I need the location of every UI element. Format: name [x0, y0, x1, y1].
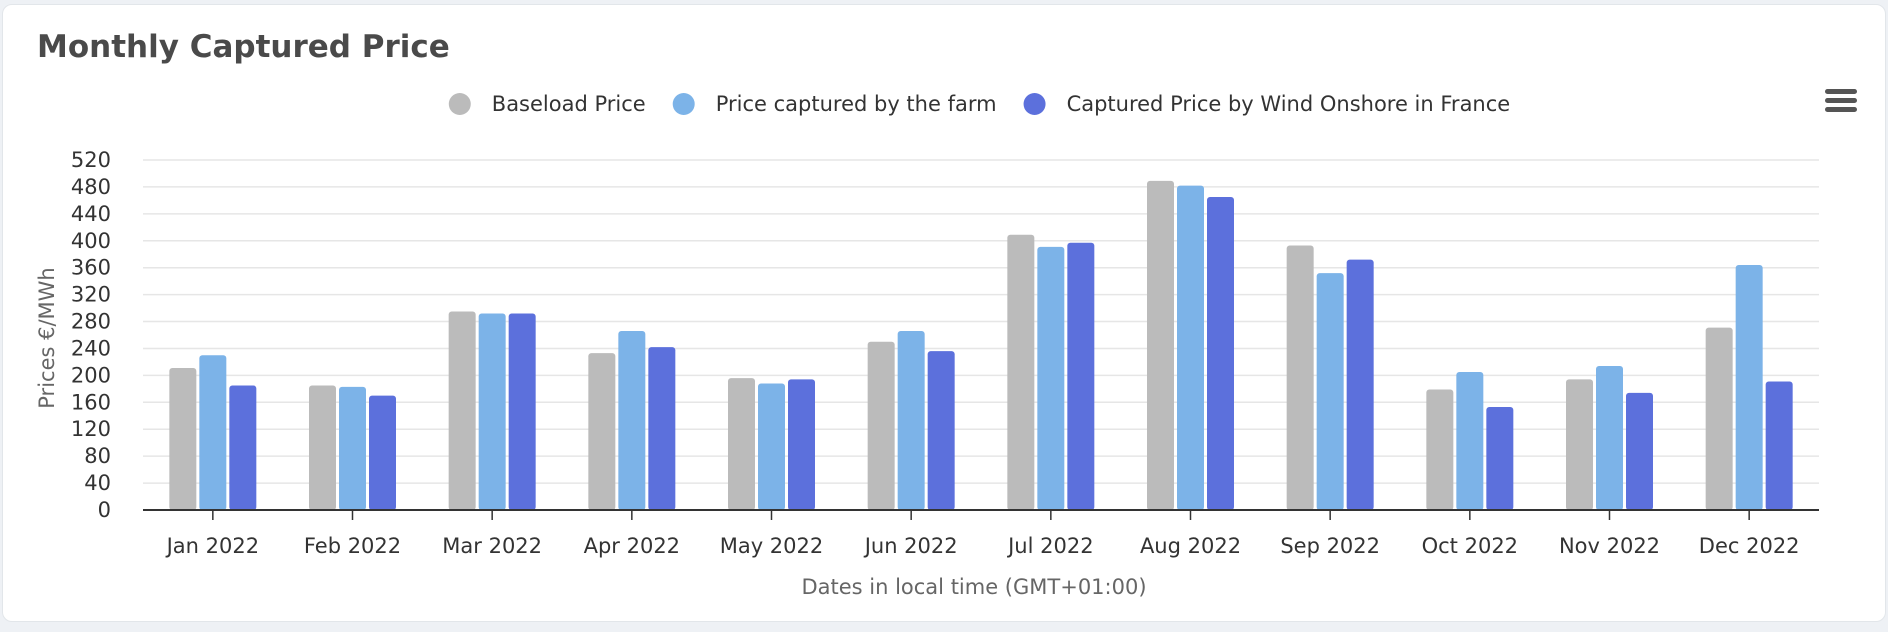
legend-item[interactable]: Captured Price by Wind Onshore in France	[1023, 92, 1511, 116]
bar[interactable]	[897, 330, 925, 510]
x-tick-label: Sep 2022	[1280, 534, 1380, 558]
bar[interactable]	[927, 351, 955, 510]
bar[interactable]	[728, 378, 755, 510]
bar[interactable]	[369, 395, 396, 510]
bar[interactable]	[508, 313, 536, 510]
x-tick-label: Jun 2022	[863, 534, 958, 558]
legend-marker	[448, 93, 471, 115]
bar[interactable]	[867, 341, 895, 510]
chart-title: Monthly Captured Price	[37, 29, 450, 65]
y-tick-label: 280	[71, 310, 111, 334]
bar[interactable]	[1705, 327, 1733, 510]
bar[interactable]	[229, 385, 257, 510]
legend-item[interactable]: Baseload Price	[448, 92, 646, 116]
bar[interactable]	[169, 367, 197, 510]
bar[interactable]	[1037, 246, 1065, 511]
bar[interactable]	[788, 379, 815, 510]
y-tick-label: 240	[71, 336, 111, 360]
bar[interactable]	[1316, 273, 1344, 510]
legend-label: Price captured by the farm	[716, 92, 997, 116]
y-tick-label: 200	[71, 363, 111, 387]
x-tick-label: Aug 2022	[1140, 534, 1241, 558]
x-tick-label: Jul 2022	[1006, 534, 1093, 558]
bar[interactable]	[1177, 185, 1204, 511]
x-tick-label: May 2022	[720, 534, 824, 558]
y-tick-label: 400	[71, 229, 111, 253]
chart-card: Monthly Captured Price	[2, 4, 1886, 622]
bar[interactable]	[448, 311, 476, 510]
bar[interactable]	[1626, 392, 1653, 510]
legend: Baseload Price Price captured by the farm…	[448, 92, 1511, 116]
legend-item[interactable]: Price captured by the farm	[672, 92, 997, 116]
y-tick-label: 120	[71, 417, 111, 441]
y-tick-label: 320	[71, 283, 111, 307]
bar[interactable]	[1596, 365, 1623, 510]
bar[interactable]	[1286, 245, 1314, 510]
gridlines	[143, 159, 1819, 484]
y-tick-label: 480	[71, 175, 111, 199]
y-tick-label: 160	[71, 390, 111, 414]
legend-label: Captured Price by Wind Onshore in France	[1067, 92, 1511, 116]
x-tick-label: Jan 2022	[165, 534, 260, 558]
x-tick-label: Oct 2022	[1422, 534, 1518, 558]
bar[interactable]	[588, 353, 616, 510]
y-tick-label: 360	[71, 256, 111, 280]
hamburger-menu-icon[interactable]	[1825, 89, 1857, 115]
y-tick-label: 0	[98, 498, 111, 522]
bar[interactable]	[1566, 379, 1593, 510]
x-tick-label: Nov 2022	[1559, 534, 1660, 558]
y-tick-label: 440	[71, 202, 111, 226]
legend-marker	[1023, 93, 1046, 115]
y-tick-label: 520	[71, 148, 111, 172]
x-tick-label: Feb 2022	[304, 534, 401, 558]
bar[interactable]	[1147, 180, 1174, 510]
bar[interactable]	[1346, 259, 1374, 510]
bar[interactable]	[1207, 197, 1234, 510]
bar[interactable]	[618, 330, 646, 510]
bar[interactable]	[1426, 389, 1454, 510]
bar[interactable]	[1765, 381, 1793, 510]
x-axis-title: Dates in local time (GMT+01:00)	[801, 575, 1146, 599]
bar[interactable]	[758, 383, 785, 510]
y-axis-title: Prices €/MWh	[35, 267, 59, 408]
bar[interactable]	[648, 347, 676, 510]
bar[interactable]	[478, 313, 506, 510]
bar[interactable]	[199, 355, 227, 510]
bar[interactable]	[1007, 234, 1035, 510]
y-tick-label: 40	[84, 471, 111, 495]
bar[interactable]	[309, 385, 336, 510]
bar[interactable]	[339, 386, 366, 510]
y-tick-label: 80	[84, 444, 111, 468]
bar[interactable]	[1456, 372, 1484, 510]
x-tick-label: Dec 2022	[1699, 534, 1800, 558]
bars	[169, 180, 1793, 511]
legend-label: Baseload Price	[492, 92, 646, 116]
bar[interactable]	[1067, 242, 1095, 511]
x-tick-label: Mar 2022	[442, 534, 542, 558]
bar[interactable]	[1735, 265, 1763, 510]
bar[interactable]	[1486, 407, 1514, 510]
legend-marker	[672, 93, 695, 115]
x-tick-label: Apr 2022	[584, 534, 680, 558]
